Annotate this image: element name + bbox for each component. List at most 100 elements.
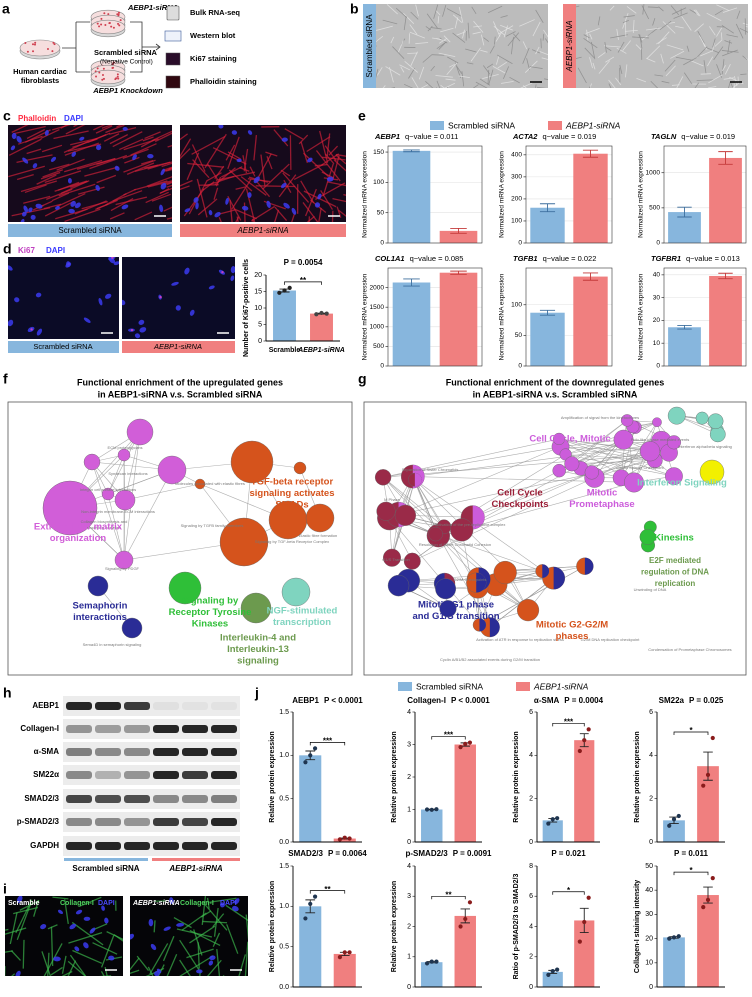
nucleus <box>113 261 119 266</box>
stain-label: DAPI <box>220 900 237 907</box>
network-edge <box>91 461 125 561</box>
network-edge <box>565 421 658 455</box>
image-texture <box>162 935 175 962</box>
image-texture <box>33 899 40 917</box>
blot-band <box>95 748 121 756</box>
significance: * <box>567 886 571 895</box>
network-node <box>639 528 656 546</box>
image-texture <box>745 57 748 61</box>
image-texture <box>730 83 734 88</box>
y-axis-label: Normalized mRNA expression <box>638 273 645 360</box>
nucleus <box>75 909 83 915</box>
y-tick-label: 50 <box>377 209 385 216</box>
micrograph <box>130 896 248 976</box>
image-texture <box>689 9 697 14</box>
data-point <box>710 735 715 741</box>
image-texture <box>186 152 200 181</box>
nucleus <box>70 200 76 207</box>
data-point <box>434 959 439 964</box>
data-point <box>667 936 672 941</box>
nucleus <box>8 265 13 271</box>
nucleus <box>317 193 322 200</box>
blot-band <box>66 748 92 756</box>
image-texture <box>166 217 172 220</box>
y-tick-label: 0 <box>649 984 653 991</box>
network-edge <box>398 446 561 515</box>
chart-title: ACTA2 q−value = 0.019 <box>512 132 596 141</box>
bar <box>421 809 443 842</box>
nucleus <box>65 262 72 268</box>
image-texture <box>327 181 346 187</box>
image-texture <box>589 33 593 40</box>
data-point <box>671 935 677 940</box>
image-texture <box>179 955 214 976</box>
cell-dot <box>112 66 115 69</box>
data-point <box>314 312 319 317</box>
image-label: AEBP1-siRNA <box>565 20 574 72</box>
image-label: Scramble <box>8 900 40 907</box>
image-texture <box>526 58 530 71</box>
network-edge <box>382 477 445 528</box>
nucleus <box>79 136 85 141</box>
image-texture <box>254 179 271 198</box>
nucleus <box>16 896 23 903</box>
data-point <box>463 916 468 922</box>
image-texture <box>76 157 116 170</box>
panel-letter: g <box>358 371 367 387</box>
image-texture <box>654 74 664 77</box>
image-texture <box>222 974 225 976</box>
image-bg <box>376 4 548 88</box>
image-texture <box>180 185 190 190</box>
network-node-split <box>414 473 422 487</box>
network-node <box>709 426 726 443</box>
bar <box>439 230 478 243</box>
panel-letter: a <box>2 1 10 17</box>
image-texture <box>500 24 513 31</box>
image-texture <box>452 32 466 43</box>
image-texture <box>306 215 315 222</box>
y-axis-label: Relative protein expression <box>269 731 276 822</box>
image-texture <box>180 133 189 141</box>
image-texture <box>392 46 405 59</box>
nucleus <box>69 923 77 930</box>
y-tick-label: 1 <box>407 806 411 813</box>
image-texture <box>112 131 143 148</box>
nucleus <box>236 158 242 163</box>
image-texture <box>134 211 153 221</box>
schematic-text: Human cardiac <box>13 67 67 76</box>
image-texture <box>712 38 716 48</box>
significance-bracket <box>284 281 322 285</box>
data-point <box>555 816 560 821</box>
image-texture <box>52 896 69 900</box>
blot-strip <box>63 789 240 809</box>
y-tick-label: 0 <box>656 363 660 370</box>
image-texture <box>411 77 419 88</box>
stain-label: Collagen-I <box>60 900 94 907</box>
image-texture <box>50 926 54 967</box>
blot-band <box>124 842 150 850</box>
y-tick-label: 100 <box>373 179 384 186</box>
image-texture <box>53 130 89 140</box>
term-label: G2/M Checkpoints <box>454 577 487 582</box>
image-texture <box>445 78 456 81</box>
nucleus <box>114 165 120 171</box>
image-texture <box>212 932 221 948</box>
image-texture <box>520 82 533 88</box>
image-texture <box>619 64 623 74</box>
nucleus <box>14 297 20 303</box>
nucleus <box>147 153 154 159</box>
image-texture <box>130 143 157 156</box>
image-texture <box>61 955 67 974</box>
plot-frame <box>525 267 613 367</box>
schematic-text: Scrambled siRNA <box>94 48 158 57</box>
image-texture <box>497 61 507 69</box>
image-texture <box>597 52 606 59</box>
nucleus <box>22 157 29 164</box>
image-texture <box>532 21 541 37</box>
data-point <box>282 288 287 293</box>
image-texture <box>16 173 34 181</box>
cell-dot <box>31 43 34 46</box>
image-texture <box>382 19 398 25</box>
image-texture <box>26 128 46 140</box>
